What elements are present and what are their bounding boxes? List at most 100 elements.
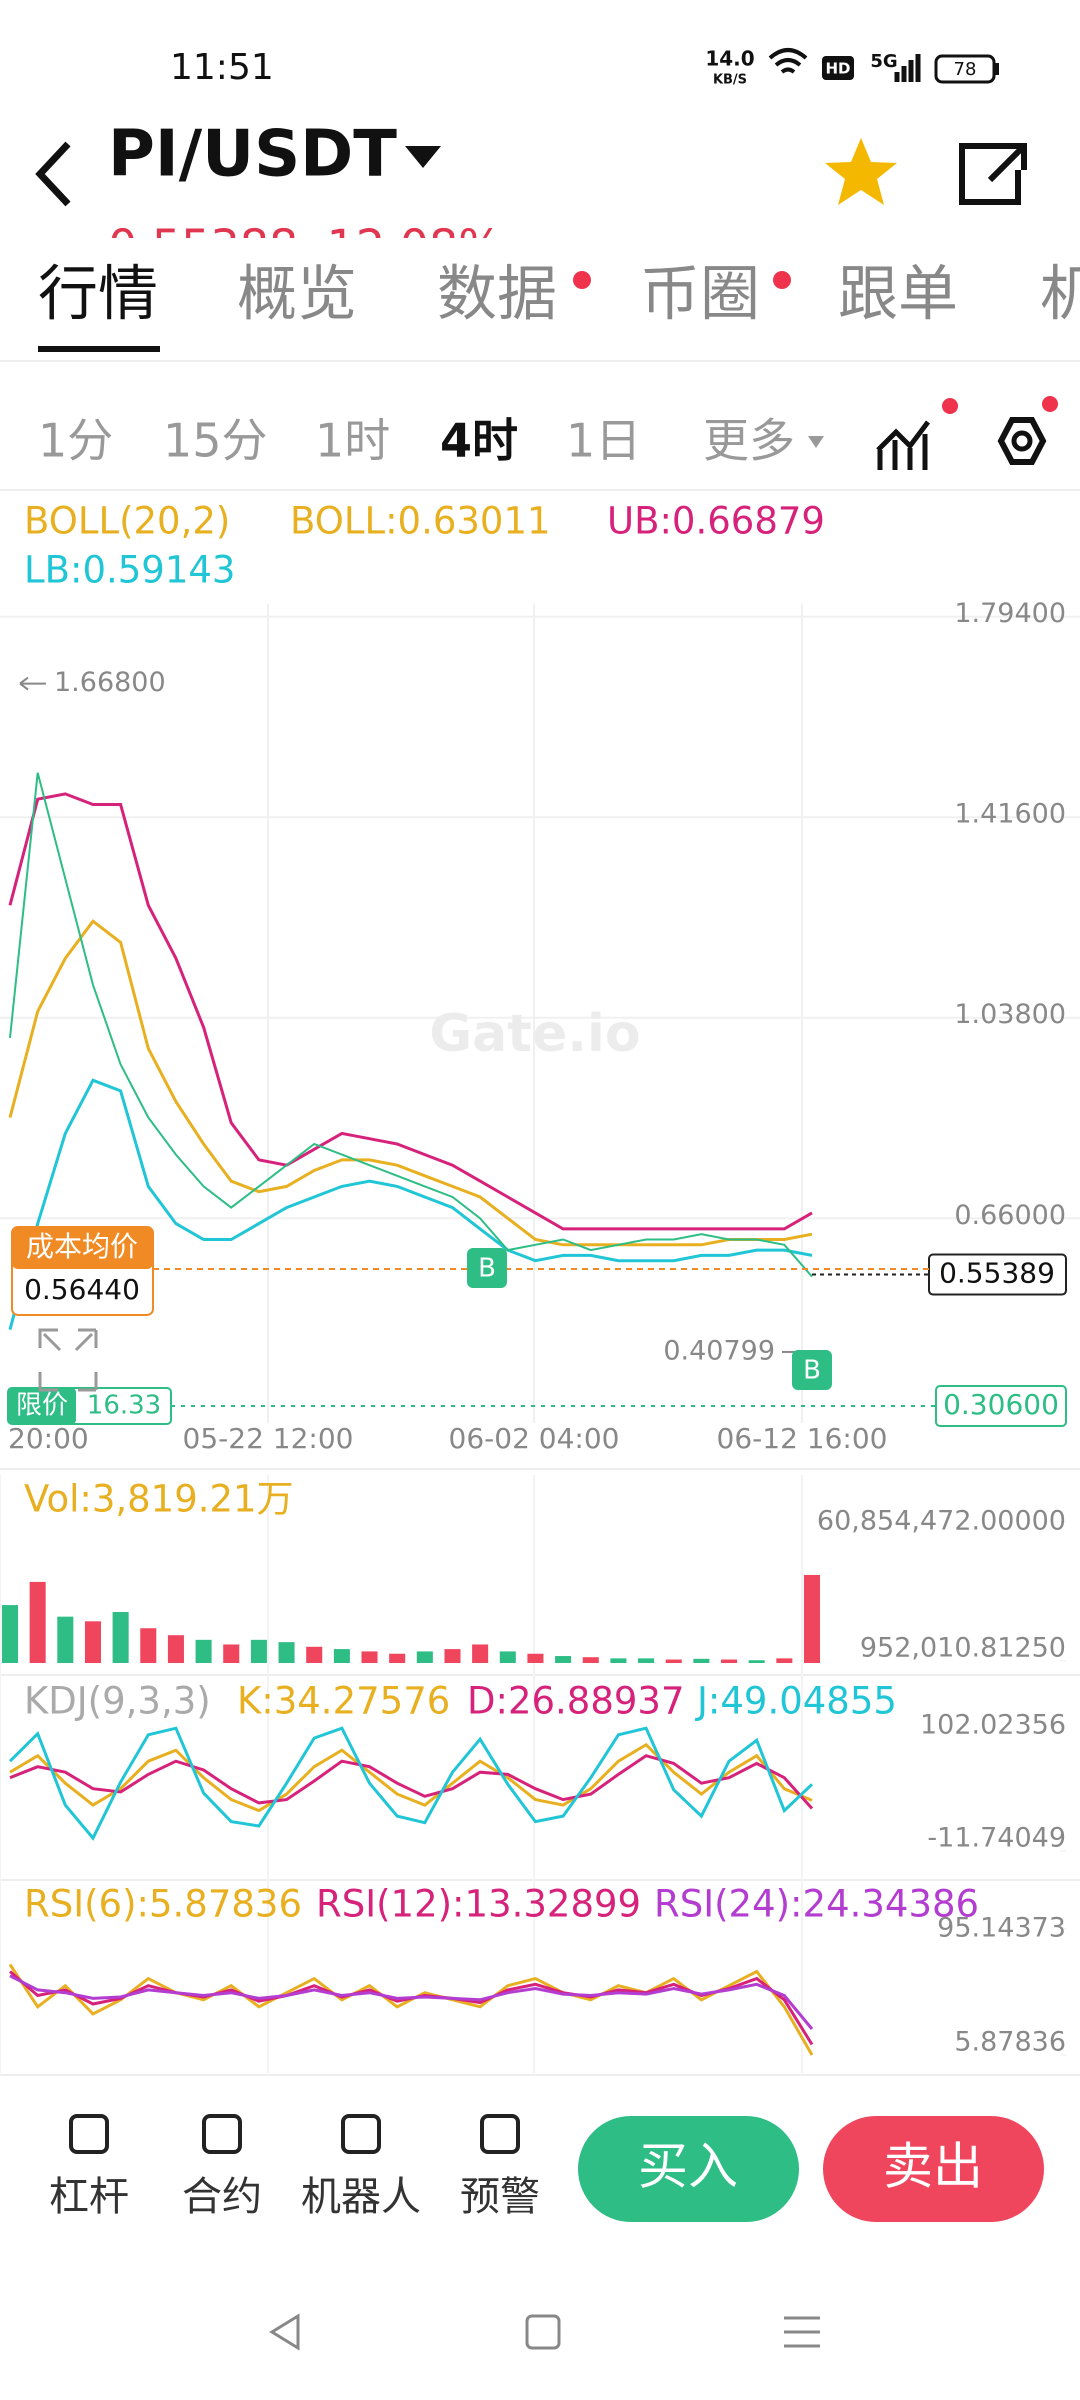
legend-entry: K:34.27576 — [237, 1680, 450, 1723]
legend-entry: LB:0.59143 — [24, 549, 235, 592]
x-tick-label: 05-22 12:00 — [183, 1422, 354, 1455]
y-tick-label: 102.02356 — [920, 1710, 1066, 1741]
indicator-title: KDJ(9,3,3) — [24, 1680, 211, 1723]
volume-bar — [748, 1660, 765, 1663]
buy-marker — [467, 1248, 507, 1288]
y-tick-label: 952,010.81250 — [860, 1632, 1066, 1663]
tab-underline — [38, 346, 160, 352]
volume-bar — [57, 1616, 74, 1663]
limit-title: 限价 — [16, 1391, 68, 1421]
tool-label[interactable]: 预警 — [460, 2174, 540, 2220]
y-tick-label: 1.79400 — [954, 598, 1066, 629]
legend-entry: RSI(12):13.32899 — [316, 1883, 641, 1926]
legend-entry: RSI(6):5.87836 — [24, 1883, 302, 1926]
legend-entry: RSI(24):24.34386 — [654, 1883, 979, 1926]
sell-button[interactable] — [823, 2116, 1044, 2222]
volume-bar — [1, 1605, 19, 1663]
tab-bar: 行情 概览 数据 币圈 跟单 机 — [38, 260, 1080, 330]
interval[interactable]: 更多 — [703, 414, 795, 468]
tool-icon[interactable] — [202, 2114, 242, 2154]
cost-label: 0.56440 — [24, 1273, 140, 1306]
battery-level: 78 — [954, 59, 977, 80]
interval[interactable]: 15分 — [163, 414, 268, 468]
buy-button[interactable] — [578, 2116, 799, 2222]
series-line — [8, 792, 813, 1231]
cost-title: 成本均价 — [26, 1230, 138, 1263]
limit-price-box — [935, 1385, 1067, 1428]
tab[interactable]: 行情 — [38, 260, 158, 330]
y-tick-label: -11.74049 — [927, 1823, 1066, 1854]
battery-tip — [995, 63, 999, 75]
volume-bar — [803, 1574, 821, 1663]
indicator-title: Vol:3,819.21万 — [24, 1478, 294, 1521]
y-tick-label: 95.14373 — [937, 1913, 1066, 1944]
y-tick-label: 1.41600 — [954, 799, 1066, 830]
y-tick-label: 5.87836 — [954, 2027, 1066, 2058]
signal-bars — [894, 54, 921, 82]
limit-title-bg — [8, 1388, 76, 1425]
x-tick-label: 06-02 04:00 — [449, 1422, 620, 1455]
last-price-box — [928, 1253, 1067, 1296]
indicator-title: BOLL(20,2) — [24, 500, 230, 543]
tab[interactable]: 币圈 — [640, 260, 760, 330]
buy-marker-label: B — [478, 1254, 496, 1284]
volume-bar — [84, 1621, 101, 1663]
tab[interactable]: 机 — [1040, 260, 1080, 330]
interval[interactable]: 1分 — [38, 414, 113, 468]
header-change: -12.08% — [310, 220, 502, 274]
nav-recent[interactable] — [784, 2316, 820, 2348]
badge-dot — [1042, 396, 1058, 412]
settings-button[interactable] — [997, 417, 1047, 465]
net-unit: KB/S — [713, 73, 747, 88]
y-tick-label: 0.66000 — [954, 1200, 1066, 1231]
tab[interactable]: 概览 — [237, 260, 357, 330]
net-speed: 14.0 — [705, 47, 754, 71]
volume-bar — [361, 1651, 378, 1663]
indicator-button[interactable] — [876, 420, 930, 470]
series-line — [9, 772, 813, 1278]
nav-home[interactable] — [525, 2314, 561, 2350]
favorite-star[interactable] — [825, 138, 897, 205]
sell-label[interactable]: 卖出 — [883, 2138, 983, 2196]
header-price: 0.55388 — [108, 220, 298, 274]
volume-bar — [140, 1628, 157, 1663]
pair-title[interactable]: PI/USDT — [108, 118, 397, 192]
interval[interactable]: 1日 — [566, 414, 641, 468]
tool-label[interactable]: 机器人 — [301, 2174, 421, 2220]
volume-bar — [638, 1658, 655, 1663]
series-line — [9, 1742, 813, 1813]
tab[interactable]: 数据 — [437, 260, 557, 330]
pair-dropdown[interactable] — [405, 146, 441, 168]
series-line — [9, 1974, 814, 2030]
buy-marker — [792, 1350, 832, 1390]
volume-bar — [499, 1651, 516, 1663]
tab[interactable]: 跟单 — [838, 260, 958, 330]
tool-icon[interactable] — [69, 2114, 109, 2154]
fullscreen-icon[interactable] — [38, 1328, 98, 1392]
share-button[interactable] — [959, 143, 1027, 205]
nav-back[interactable] — [269, 2313, 300, 2351]
low-label: 0.40799 — [663, 1335, 775, 1366]
tool-icon[interactable] — [341, 2114, 381, 2154]
interval[interactable]: 4时 — [440, 414, 518, 468]
legend-entry: J:49.04855 — [695, 1680, 897, 1723]
x-tick-label: 06-12 16:00 — [717, 1422, 888, 1455]
y-tick-label: 60,854,472.00000 — [817, 1506, 1066, 1537]
signal-label: 5G — [870, 51, 897, 72]
volume-bar — [527, 1653, 544, 1663]
tool-icon[interactable] — [480, 2114, 520, 2154]
volume-bar — [555, 1656, 572, 1663]
volume-bar — [444, 1649, 461, 1663]
back-button[interactable] — [35, 141, 71, 207]
interval[interactable]: 1时 — [315, 414, 390, 468]
legend-entry: UB:0.66879 — [607, 500, 825, 543]
series-line — [8, 919, 813, 1247]
clock: 11:51 — [170, 47, 274, 88]
buy-label[interactable]: 买入 — [638, 2138, 738, 2196]
tool-label[interactable]: 杠杆 — [49, 2174, 129, 2220]
x-tick-label: 20:00 — [8, 1422, 89, 1455]
charts: 1.79400 1.41600 1.03800 0.66000 BOLL(20,2) UB… — [0, 500, 1080, 2076]
tool-label[interactable]: 合约 — [182, 2174, 262, 2220]
volume-bar — [223, 1644, 240, 1663]
